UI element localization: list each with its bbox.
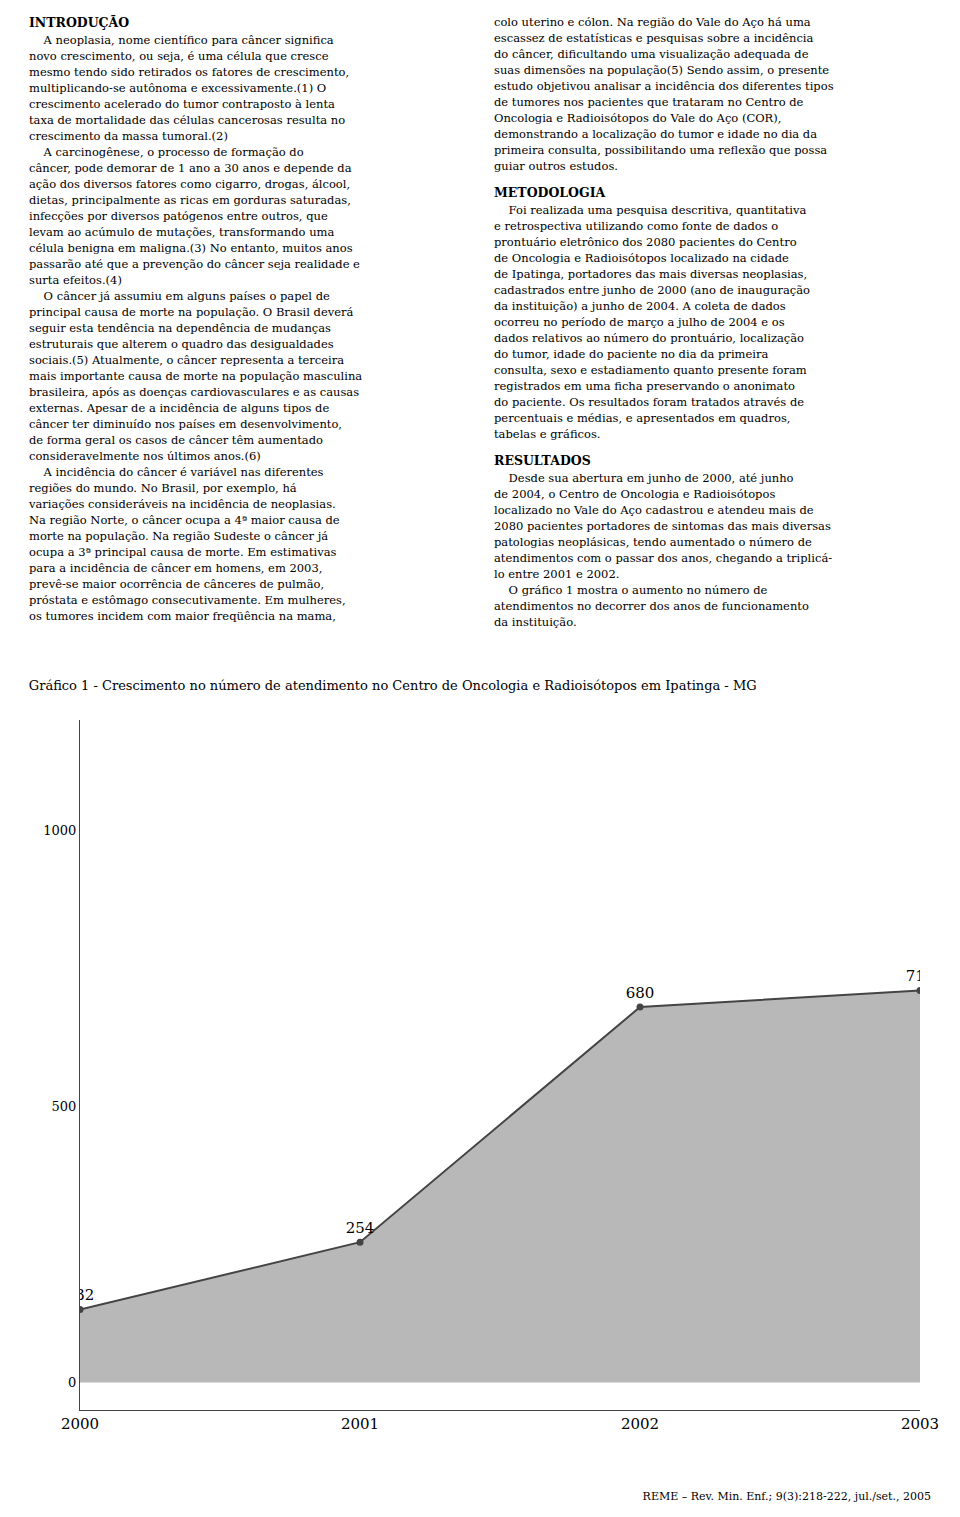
svg-text:132: 132: [80, 1286, 94, 1304]
html-text:de Ipatinga, portadores das ma: de Ipatinga, portadores das mais diversa…: [494, 267, 808, 281]
html-text:INTRODUÇÃO: INTRODUÇÃO: [29, 15, 130, 30]
html-text:crescimento acelerado do tumor: crescimento acelerado do tumor contrapos…: [29, 97, 335, 111]
svg-text:0: 0: [68, 1375, 76, 1390]
html-text:colo uterino e cólon. Na regiã: colo uterino e cólon. Na região do Vale …: [494, 15, 811, 29]
html-text:câncer, pode demorar de 1 ano: câncer, pode demorar de 1 ano a 30 anos …: [29, 161, 352, 175]
html-text:localizado no Vale do Aço cada: localizado no Vale do Aço cadastrou e at…: [494, 503, 814, 517]
svg-text:2002: 2002: [621, 1415, 659, 1433]
html-text:suas dimensões na população(5): suas dimensões na população(5) Sendo ass…: [494, 63, 830, 77]
html-text:do paciente. Os resultados for: do paciente. Os resultados foram tratado…: [494, 395, 805, 409]
svg-text:Gráfico 1 - Crescimento no núm: Gráfico 1 - Crescimento no número de ate…: [29, 678, 757, 693]
html-text:primeira consulta, possibilita: primeira consulta, possibilitando uma re…: [494, 143, 828, 157]
svg-text:710: 710: [906, 967, 920, 985]
html-text:prontuário eletrônico dos 2080: prontuário eletrônico dos 2080 pacientes…: [494, 235, 797, 249]
html-text:demonstrando a localização do: demonstrando a localização do tumor e id…: [494, 127, 818, 141]
html-text:crescimento da massa tumoral.(: crescimento da massa tumoral.(2): [29, 129, 228, 143]
html-text:prevê-se maior ocorrência de c: prevê-se maior ocorrência de cânceres de…: [29, 577, 325, 591]
html-text:atendimentos com o passar dos: atendimentos com o passar dos anos, cheg…: [494, 551, 833, 565]
html-text:célula benigna em maligna.(3): célula benigna em maligna.(3) No entanto…: [29, 241, 353, 255]
html-text:RESULTADOS: RESULTADOS: [494, 453, 591, 468]
html-text:guiar outros estudos.: guiar outros estudos.: [494, 159, 618, 173]
html-text:percentuais e médias, e aprese: percentuais e médias, e apresentados em …: [494, 411, 791, 425]
html-text:A carcinogênese, o processo de: A carcinogênese, o processo de formação …: [29, 145, 304, 159]
html-text:consideravelmente nos últimos: consideravelmente nos últimos anos.(6): [29, 449, 261, 463]
html-text:seguir esta tendência na depen: seguir esta tendência na dependência de …: [29, 321, 331, 335]
html-text:de forma geral os casos de cân: de forma geral os casos de câncer têm au…: [29, 433, 323, 447]
html-text:do tumor, idade do paciente no: do tumor, idade do paciente no dia da pr…: [494, 347, 769, 361]
svg-text:2003: 2003: [901, 1415, 939, 1433]
html-text:Na região Norte, o câncer ocup: Na região Norte, o câncer ocupa a 4ª mai…: [29, 513, 340, 527]
svg-text:1000: 1000: [43, 823, 76, 838]
html-text:estudo objetivou analisar a in: estudo objetivou analisar a incidência d…: [494, 79, 834, 93]
html-text:mesmo tendo sido retirados os: mesmo tendo sido retirados os fatores de…: [29, 65, 350, 79]
html-text:dietas, principalmente as rica: dietas, principalmente as ricas em gordu…: [29, 193, 351, 207]
html-text:câncer ter diminuído nos paíse: câncer ter diminuído nos países em desen…: [29, 417, 342, 431]
svg-text:2000: 2000: [61, 1415, 99, 1433]
html-text:do câncer, dificultando uma vi: do câncer, dificultando uma visualização…: [494, 47, 809, 61]
html-text:de Oncologia e Radioisótopos l: de Oncologia e Radioisótopos localizado …: [494, 251, 789, 265]
html-text:O câncer já assumiu em alguns: O câncer já assumiu em alguns países o p…: [29, 289, 330, 303]
html-text:os tumores incidem com maior f: os tumores incidem com maior freqüência …: [29, 609, 336, 623]
html-text:principal causa de morte na po: principal causa de morte na população. O…: [29, 305, 354, 319]
html-text:Desde sua abertura em junho de: Desde sua abertura em junho de 2000, até…: [494, 471, 794, 485]
html-text:de tumores nos pacientes que t: de tumores nos pacientes que trataram no…: [494, 95, 804, 109]
html-text:lo entre 2001 e 2002.: lo entre 2001 e 2002.: [494, 567, 620, 581]
html-text:2080 pacientes portadores de s: 2080 pacientes portadores de sintomas da…: [494, 519, 831, 533]
html-text:passarão até que a prevenção d: passarão até que a prevenção do câncer s…: [29, 257, 360, 271]
html-text:escassez de estatísticas e pes: escassez de estatísticas e pesquisas sob…: [494, 31, 814, 45]
html-text:Oncologia e Radioisótopos do V: Oncologia e Radioisótopos do Vale do Aço…: [494, 111, 782, 125]
html-text:morte na população. Na região: morte na população. Na região Sudeste o …: [29, 529, 329, 543]
html-text:dados relativos ao número do p: dados relativos ao número do prontuário,…: [494, 331, 804, 345]
html-text:infecções por diversos patógen: infecções por diversos patógenos entre o…: [29, 209, 328, 223]
html-text:ocorreu no período de março a: ocorreu no período de março a julho de 2…: [494, 315, 785, 329]
html-text:sociais.(5) Atualmente, o cânc: sociais.(5) Atualmente, o câncer represe…: [29, 353, 345, 367]
html-text:mais importante causa de morte: mais importante causa de morte na popula…: [29, 369, 363, 383]
html-text:de 2004, o Centro de Oncologia: de 2004, o Centro de Oncologia e Radiois…: [494, 487, 776, 501]
svg-text:254: 254: [346, 1219, 375, 1237]
html-text:consulta, sexo e estadiamento: consulta, sexo e estadiamento quanto pre…: [494, 363, 807, 377]
html-text:atendimentos no decorrer dos a: atendimentos no decorrer dos anos de fun…: [494, 599, 809, 613]
html-text:novo crescimento, ou seja, é u: novo crescimento, ou seja, é uma célula …: [29, 49, 329, 63]
html-text:e retrospectiva utilizando com: e retrospectiva utilizando como fonte de…: [494, 219, 779, 233]
html-text:externas. Apesar de a incidênc: externas. Apesar de a incidência de algu…: [29, 401, 330, 415]
html-text:ação dos diversos fatores como: ação dos diversos fatores como cigarro, …: [29, 177, 351, 191]
html-text:próstata e estômago consecutiv: próstata e estômago consecutivamente. Em…: [29, 593, 346, 607]
html-text:brasileira, após as doenças ca: brasileira, após as doenças cardiovascul…: [29, 385, 360, 399]
html-text:regiões do mundo. No Brasil, p: regiões do mundo. No Brasil, por exemplo…: [29, 481, 297, 495]
html-text:tabelas e gráficos.: tabelas e gráficos.: [494, 427, 601, 441]
html-text:multiplicando-se autônoma e ex: multiplicando-se autônoma e excessivamen…: [29, 81, 327, 95]
html-text:cadastrados entre junho de 200: cadastrados entre junho de 2000 (ano de …: [494, 283, 810, 297]
svg-text:2001: 2001: [341, 1415, 379, 1433]
svg-text:500: 500: [52, 1099, 77, 1114]
html-text:O gráfico 1 mostra o aumento n: O gráfico 1 mostra o aumento no número d…: [494, 583, 768, 597]
html-text:para a incidência de câncer em: para a incidência de câncer em homens, e…: [29, 561, 323, 575]
html-text:registrados em uma ficha prese: registrados em uma ficha preservando o a…: [494, 379, 795, 393]
html-text:levam ao acúmulo de mutações,: levam ao acúmulo de mutações, transforma…: [29, 225, 335, 239]
html-text:estruturais que alterem o quad: estruturais que alterem o quadro das des…: [29, 337, 334, 351]
html-text:REME – Rev. Min. Enf.; 9(3):21: REME – Rev. Min. Enf.; 9(3):218-222, jul…: [642, 1490, 931, 1503]
html-text:A incidência do câncer é variá: A incidência do câncer é variável nas di…: [29, 465, 324, 479]
html-text:surta efeitos.(4): surta efeitos.(4): [29, 273, 122, 287]
html-text:taxa de mortalidade das célula: taxa de mortalidade das células canceros…: [29, 113, 346, 127]
html-text:Foi realizada uma pesquisa des: Foi realizada uma pesquisa descritiva, q…: [494, 203, 807, 217]
html-text:da instituição) a junho de 200: da instituição) a junho de 2004. A colet…: [494, 299, 786, 313]
html-text:variações consideráveis na inc: variações consideráveis na incidência de…: [29, 497, 336, 511]
html-text:ocupa a 3ª principal causa de: ocupa a 3ª principal causa de morte. Em …: [29, 545, 337, 559]
svg-text:680: 680: [626, 984, 655, 1002]
html-text:da instituição.: da instituição.: [494, 615, 577, 629]
html-text:A neoplasia, nome científico p: A neoplasia, nome científico para câncer…: [29, 33, 334, 47]
html-text:patologias neoplásicas, tendo: patologias neoplásicas, tendo aumentado …: [494, 535, 812, 549]
html-text:METODOLOGIA: METODOLOGIA: [494, 185, 606, 200]
